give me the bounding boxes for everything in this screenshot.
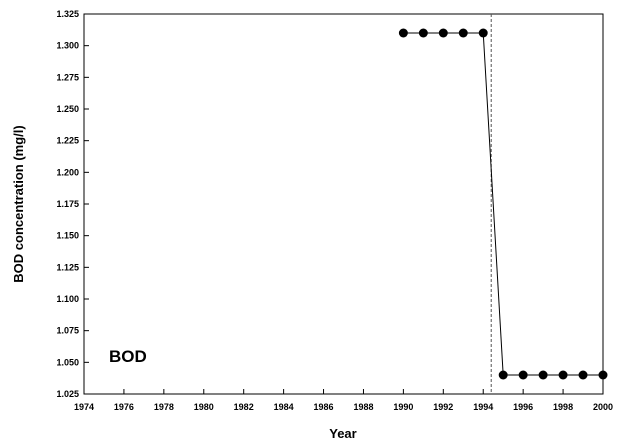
data-point [478, 28, 488, 38]
y-tick-label: 1.050 [56, 357, 79, 367]
x-tick-label: 1980 [194, 402, 214, 412]
x-axis: 1974 1976 1978 1980 1982 1984 1986 1988 1990 1992… [74, 389, 613, 412]
data-point [578, 370, 588, 380]
y-tick-label: 1.100 [56, 294, 79, 304]
y-tick-label: 1.225 [56, 136, 79, 146]
x-tick-label: 1976 [114, 402, 134, 412]
data-point [558, 370, 568, 380]
series-layer [398, 28, 608, 380]
y-axis-title: BOD concentration (mg/l) [11, 125, 26, 282]
data-point [598, 370, 608, 380]
y-tick-label: 1.200 [56, 167, 79, 177]
data-point [538, 370, 548, 380]
data-point [498, 370, 508, 380]
y-tick-label: 1.250 [56, 104, 79, 114]
data-point [438, 28, 448, 38]
y-tick-label: 1.175 [56, 199, 79, 209]
x-tick-label: 1990 [393, 402, 413, 412]
data-point [458, 28, 468, 38]
y-axis: 1.025 1.050 1.075 1.100 1.125 1.150 1.175 1.200… [56, 9, 89, 399]
series-line [403, 32, 603, 376]
y-tick-label: 1.075 [56, 326, 79, 336]
x-tick-label: 1988 [353, 402, 373, 412]
y-tick-label: 1.125 [56, 262, 79, 272]
y-tick-label: 1.150 [56, 231, 79, 241]
x-tick-label: 1986 [314, 402, 334, 412]
x-axis-title: Year [329, 426, 356, 441]
x-tick-label: 1994 [473, 402, 493, 412]
x-tick-label: 1992 [433, 402, 453, 412]
x-tick-label: 1974 [74, 402, 94, 412]
y-tick-label: 1.025 [56, 389, 79, 399]
x-tick-label: 2000 [593, 402, 613, 412]
plot-frame [83, 13, 604, 395]
data-point [518, 370, 528, 380]
x-tick-label: 1996 [513, 402, 533, 412]
x-tick-label: 1978 [154, 402, 174, 412]
x-tick-label: 1998 [553, 402, 573, 412]
y-tick-label: 1.275 [56, 72, 79, 82]
y-tick-label: 1.300 [56, 41, 79, 51]
data-point [418, 28, 428, 38]
data-point [398, 28, 408, 38]
bod-annotation: BOD [109, 347, 147, 366]
x-tick-label: 1984 [274, 402, 294, 412]
y-tick-label: 1.325 [56, 9, 79, 19]
x-tick-label: 1982 [234, 402, 254, 412]
